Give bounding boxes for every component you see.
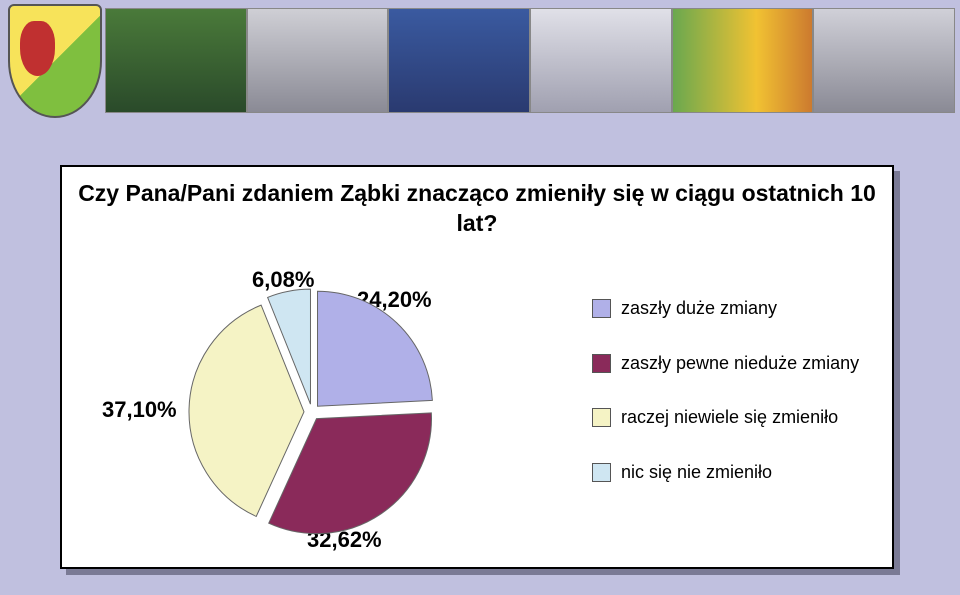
- legend-swatch: [592, 408, 611, 427]
- photo: [388, 8, 530, 113]
- photo: [105, 8, 247, 113]
- header-strip: [0, 0, 960, 120]
- photo: [813, 8, 955, 113]
- crest-logo: [8, 4, 102, 118]
- legend: zaszły duże zmiany zaszły pewne nieduże …: [592, 297, 872, 515]
- legend-label: zaszły duże zmiany: [621, 297, 777, 320]
- legend-item: raczej niewiele się zmieniło: [592, 406, 872, 429]
- legend-swatch: [592, 463, 611, 482]
- legend-item: zaszły duże zmiany: [592, 297, 872, 320]
- pie-slice: [318, 291, 433, 406]
- legend-item: zaszły pewne nieduże zmiany: [592, 352, 872, 375]
- legend-swatch: [592, 299, 611, 318]
- legend-label: raczej niewiele się zmieniło: [621, 406, 838, 429]
- photo: [530, 8, 672, 113]
- photo: [672, 8, 814, 113]
- chart-card: Czy Pana/Pani zdaniem Ząbki znacząco zmi…: [60, 165, 894, 569]
- legend-label: nic się nie zmieniło: [621, 461, 772, 484]
- pie-chart: [172, 282, 452, 542]
- photo: [247, 8, 389, 113]
- pct-label: 37,10%: [102, 397, 177, 423]
- legend-label: zaszły pewne nieduże zmiany: [621, 352, 859, 375]
- photo-strip: [105, 8, 955, 113]
- legend-item: nic się nie zmieniło: [592, 461, 872, 484]
- chart-title: Czy Pana/Pani zdaniem Ząbki znacząco zmi…: [62, 179, 892, 239]
- legend-swatch: [592, 354, 611, 373]
